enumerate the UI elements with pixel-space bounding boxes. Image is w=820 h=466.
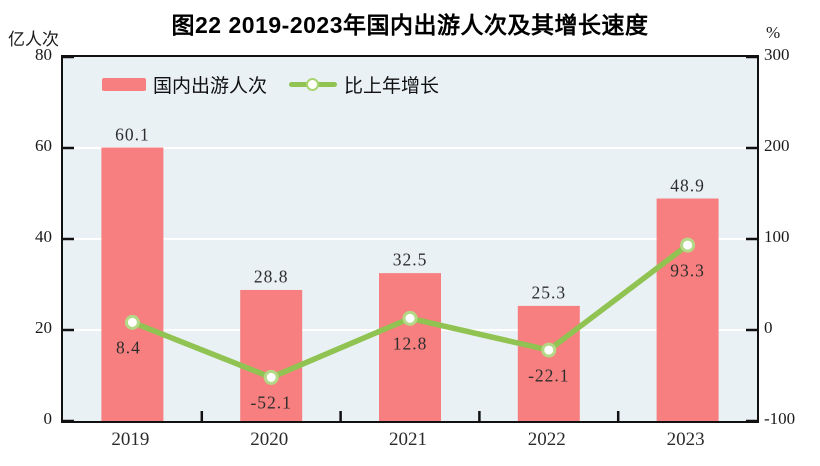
bar-2022 (517, 305, 580, 421)
line-series-label: 比上年增长 (344, 75, 440, 97)
bar-value-label-2020: 28.8 (253, 266, 289, 287)
bar-2020 (240, 289, 303, 421)
bar-value-label-2023: 48.9 (670, 175, 705, 195)
line-value-label-2020: -52.1 (250, 392, 292, 413)
left-axis-tick-label: 20 (35, 318, 52, 337)
right-axis-tick-label: 200 (764, 136, 790, 155)
line-marker-2023 (680, 237, 696, 253)
chart-title: 图22 2019-2023年国内出游人次及其增长速度 (171, 12, 649, 38)
line-series-swatch (289, 77, 338, 91)
plot-canvas (63, 57, 757, 421)
line-value-label-2022: -22.1 (528, 365, 570, 386)
legend-item-bar: 国内出游人次 (102, 71, 267, 98)
left-axis-unit-label: 亿人次 (8, 30, 59, 49)
bar-series-swatch (102, 77, 146, 91)
line-value-label-2019: 8.4 (115, 337, 141, 358)
bar-series-label: 国内出游人次 (153, 75, 268, 97)
category-label-2023: 2023 (666, 429, 705, 450)
line-marker-2020 (263, 369, 279, 385)
line-marker-2022 (541, 342, 557, 358)
bar-value-label-2022: 25.3 (531, 282, 567, 303)
category-label-2019: 2019 (111, 429, 150, 450)
right-axis-tick-label: 0 (764, 318, 773, 337)
left-axis-tick-label: 80 (35, 45, 52, 64)
plot-area: 60.1 28.8 32.5 25.3 48.9 8.4 -52.1 12.8 -22.1 93.… (61, 55, 759, 423)
right-axis-tick-label: 100 (764, 227, 790, 246)
bar-value-label-2019: 60.1 (115, 124, 150, 145)
left-axis-tick-label: 60 (35, 136, 52, 155)
line-value-label-2023: 93.3 (670, 260, 705, 281)
line-marker-2019 (124, 314, 140, 330)
line-marker-icon (306, 77, 320, 91)
right-axis-tick-label: 300 (764, 45, 790, 64)
legend-item-line: 比上年增长 (267, 71, 439, 98)
left-axis-tick-label: 0 (43, 409, 53, 428)
category-label-2020: 2020 (250, 429, 289, 450)
category-label-2021: 2021 (389, 429, 427, 450)
legend: 国内出游人次 比上年增长 (102, 71, 439, 97)
bar-2019 (101, 147, 164, 421)
line-marker-2021 (402, 310, 418, 326)
bar-2021 (379, 273, 441, 421)
right-axis-unit-label: % (766, 23, 781, 42)
line-value-label-2021: 12.8 (392, 333, 428, 354)
bar-value-label-2021: 32.5 (392, 249, 428, 270)
right-axis-tick-label: -100 (764, 409, 796, 428)
left-axis-tick-label: 40 (35, 227, 52, 246)
category-label-2022: 2022 (527, 429, 566, 450)
bar-2023 (656, 198, 719, 421)
